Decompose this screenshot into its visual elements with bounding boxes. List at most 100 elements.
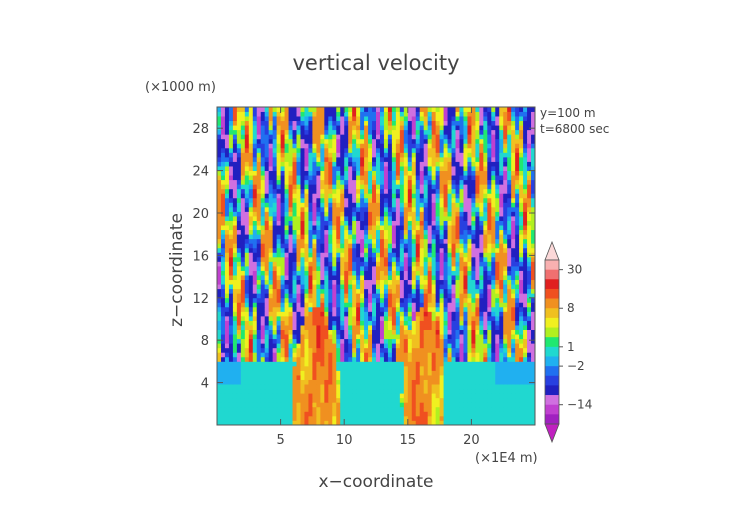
heatmap-cell <box>360 406 365 412</box>
heatmap-cell <box>360 329 365 335</box>
heatmap-cell <box>312 293 317 299</box>
heatmap-cell <box>332 293 337 299</box>
heatmap-cell <box>491 261 496 267</box>
heatmap-cell <box>244 225 250 231</box>
heatmap-cell <box>344 338 349 344</box>
heatmap-cell <box>475 166 480 171</box>
heatmap-cell <box>459 320 464 326</box>
heatmap-cell <box>228 143 234 149</box>
heatmap-cell <box>515 297 520 303</box>
heatmap-cell <box>431 393 437 399</box>
heatmap-cell <box>399 311 405 317</box>
heatmap-cell <box>479 188 484 194</box>
heatmap-cell <box>439 184 444 190</box>
heatmap-cell <box>475 216 480 221</box>
heatmap-cell <box>220 388 226 394</box>
heatmap-cell <box>360 370 365 376</box>
heatmap-cell <box>391 365 397 371</box>
heatmap-cell <box>427 234 433 240</box>
heatmap-cell <box>471 156 476 162</box>
heatmap-cell <box>519 320 524 326</box>
heatmap-cell <box>427 338 433 344</box>
heatmap-cell <box>348 175 353 181</box>
heatmap-cell <box>368 238 373 244</box>
heatmap-cell <box>511 329 516 335</box>
heatmap-cell <box>435 216 441 221</box>
heatmap-cell <box>316 152 321 158</box>
heatmap-cell <box>463 393 468 399</box>
heatmap-cell <box>304 225 309 231</box>
heatmap-cell <box>312 315 317 321</box>
heatmap-cell <box>272 315 278 321</box>
heatmap-cell <box>248 388 254 394</box>
heatmap-cell <box>499 279 504 285</box>
heatmap-cell <box>220 138 226 144</box>
heatmap-cell <box>340 266 345 271</box>
heatmap-cell <box>232 220 238 226</box>
heatmap-cell <box>276 184 282 190</box>
heatmap-cell <box>240 415 246 421</box>
heatmap-cell <box>447 361 452 367</box>
heatmap-cell <box>471 379 476 385</box>
heatmap-cell <box>284 393 289 399</box>
heatmap-cell <box>264 393 270 399</box>
heatmap-cell <box>431 270 437 276</box>
heatmap-cell <box>308 297 313 303</box>
heatmap-cell <box>491 170 496 176</box>
heatmap-cell <box>308 284 313 290</box>
heatmap-cell <box>304 302 309 308</box>
heatmap-cell <box>217 406 222 412</box>
heatmap-cell <box>256 375 262 380</box>
heatmap-cell <box>511 293 516 299</box>
heatmap-cell <box>463 170 468 176</box>
heatmap-cell <box>356 211 361 217</box>
heatmap-cell <box>483 352 488 358</box>
heatmap-cell <box>459 329 464 335</box>
heatmap-cell <box>399 356 405 362</box>
heatmap-cell <box>459 147 464 153</box>
heatmap-cell <box>308 147 313 153</box>
heatmap-cell <box>503 402 508 408</box>
heatmap-cell <box>364 184 369 190</box>
heatmap-cell <box>256 279 262 285</box>
heatmap-cell <box>395 375 401 380</box>
heatmap-cell <box>495 297 500 303</box>
heatmap-cell <box>507 370 512 376</box>
heatmap-cell <box>423 143 429 149</box>
heatmap-cell <box>435 297 441 303</box>
heatmap-cell <box>372 270 377 276</box>
heatmap-cell <box>320 197 325 203</box>
heatmap-cell <box>260 252 266 258</box>
heatmap-cell <box>272 147 278 153</box>
heatmap-cell <box>403 238 409 244</box>
heatmap-cell <box>387 220 393 226</box>
heatmap-cell <box>272 334 278 340</box>
heatmap-cell <box>244 138 250 144</box>
heatmap-cell <box>324 166 329 171</box>
heatmap-cell <box>439 329 444 335</box>
heatmap-cell <box>431 179 437 185</box>
heatmap-cell <box>332 234 337 240</box>
heatmap-cell <box>312 370 317 376</box>
heatmap-cell <box>383 420 389 426</box>
heatmap-cell <box>328 220 333 226</box>
heatmap-cell <box>248 184 254 190</box>
heatmap-cell <box>268 166 274 171</box>
heatmap-cell <box>284 338 289 344</box>
heatmap-cell <box>459 261 464 267</box>
heatmap-cell <box>228 179 234 185</box>
heatmap-cell <box>471 184 476 190</box>
heatmap-cell <box>304 143 309 149</box>
heatmap-cell <box>395 256 401 262</box>
heatmap-cell <box>455 361 460 367</box>
heatmap-cell <box>415 143 421 149</box>
heatmap-cell <box>372 147 377 153</box>
heatmap-cell <box>407 320 413 326</box>
heatmap-cell <box>479 220 484 226</box>
heatmap-cell <box>316 315 321 321</box>
heatmap-cell <box>519 288 524 294</box>
heatmap-cell <box>435 179 441 185</box>
heatmap-cell <box>383 315 389 321</box>
heatmap-cell <box>431 143 437 149</box>
heatmap-cell <box>352 243 357 249</box>
